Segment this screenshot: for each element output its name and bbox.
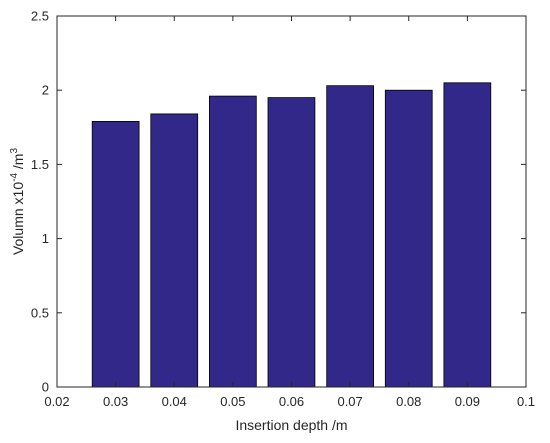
y-tick-label-1: 1 — [42, 231, 49, 246]
bars-group — [91, 82, 492, 388]
bar-0.07 — [326, 85, 375, 388]
x-tick-label-0.09: 0.09 — [455, 394, 480, 409]
bar-0.09 — [443, 82, 492, 388]
bar-0.04 — [150, 113, 199, 388]
y-tick-label-1.5: 1.5 — [31, 157, 49, 172]
x-tick-label-0.07: 0.07 — [337, 394, 362, 409]
y-axis-label-exponent: -4 — [9, 173, 20, 182]
x-tick-label-0.03: 0.03 — [103, 394, 128, 409]
x-tick-label-0.02: 0.02 — [44, 394, 69, 409]
bar-0.05 — [208, 95, 257, 388]
bar-0.06 — [267, 97, 316, 388]
x-tick-label-0.08: 0.08 — [396, 394, 421, 409]
y-tick-label-2: 2 — [42, 83, 49, 98]
y-axis-label-main: Volumn x10 — [10, 182, 26, 255]
x-tick-label-0.1: 0.1 — [517, 394, 535, 409]
x-tick-label-0.06: 0.06 — [279, 394, 304, 409]
x-tick-label-0.04: 0.04 — [162, 394, 187, 409]
y-tick-label-0: 0 — [42, 380, 49, 395]
ticks-group: 0.02 0.03 0.04 0.05 0.06 0.07 0.08 0.09 0.1 0 0.5 1… — [31, 9, 535, 410]
x-axis-label: Insertion depth /m — [235, 417, 347, 433]
x-tick-label-0.05: 0.05 — [220, 394, 245, 409]
y-axis-label-unit-exponent: 3 — [9, 148, 20, 154]
y-tick-label-0.5: 0.5 — [31, 305, 49, 320]
y-axis-label: Volumn x10-4 /m3 — [9, 148, 26, 256]
y-axis-label-unit: /m — [10, 154, 26, 173]
y-tick-label-2.5: 2.5 — [31, 9, 49, 24]
bar-0.08 — [384, 89, 433, 388]
bar-0.03 — [91, 121, 140, 388]
